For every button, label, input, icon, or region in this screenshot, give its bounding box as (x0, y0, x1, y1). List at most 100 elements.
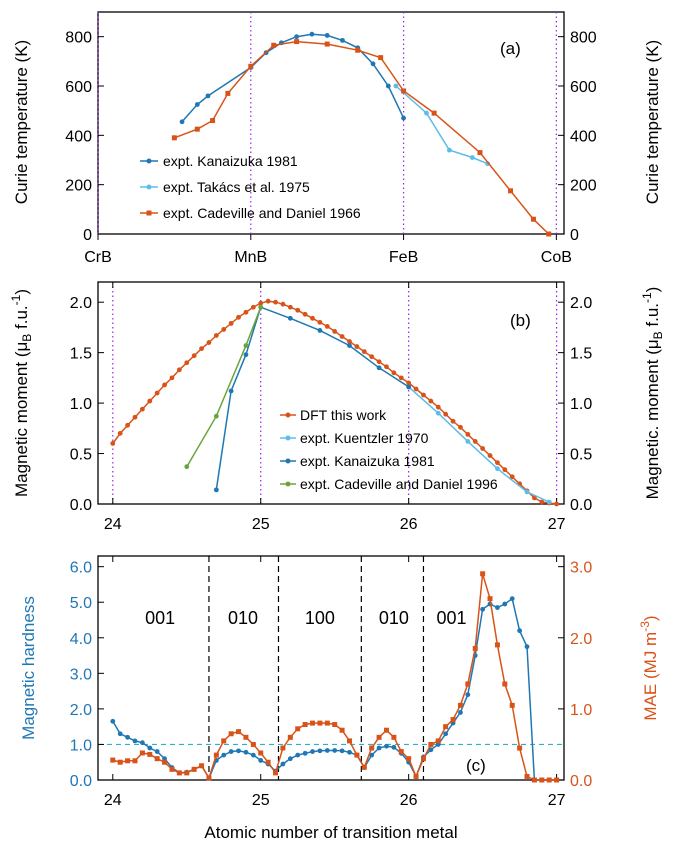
panel-c-series-hardness-point (480, 606, 486, 612)
panel-b-series-dft-point (147, 398, 153, 404)
panel-b-series-dft-point (258, 300, 264, 306)
panel-b-series-dft-point (243, 309, 249, 315)
panel-b-series-kuentzler-point (524, 489, 530, 495)
panel-b-series-dft-point (502, 467, 508, 473)
panel-c-series-mae-point (354, 752, 360, 758)
panel-b-xtick-label: 25 (252, 516, 270, 533)
panel-c-series-hardness-point (524, 644, 530, 650)
panel-c-series-hardness-point (117, 731, 123, 737)
panel-b-series-dft-point (302, 311, 308, 317)
panel-a-compound-label: MnB (234, 249, 267, 266)
panel-c-series-mae-point (369, 745, 375, 751)
panel-b-xtick-label: 27 (548, 516, 566, 533)
legend-b-kuentzler-label: expt. Kuentzler 1970 (300, 430, 429, 446)
panel-c-series-mae-point (191, 766, 197, 772)
panel-b-frame (97, 281, 565, 505)
panel-c-series-hardness-point (236, 748, 241, 754)
panel-c-series-mae-point (221, 738, 227, 744)
panel-a-ylabel-left: Curie temperature (K) (12, 40, 31, 204)
panel-a-frame (97, 11, 565, 235)
panel-a-ytick-label-right: 600 (570, 79, 597, 96)
panel-a-series-kanaizuka-point (194, 102, 200, 107)
panel-b-series-dft-point (465, 431, 471, 437)
panel-a-ytick-label-left: 800 (65, 30, 92, 47)
panel-a-series-cadeville-point (477, 150, 483, 156)
panel-c-series-mae-point (524, 773, 530, 779)
panel-a-series-cadeville-point (294, 39, 300, 45)
panel-c-xtick-label: 26 (400, 792, 418, 809)
panel-c-series-mae-point (132, 758, 138, 764)
panel-c-frame (97, 555, 565, 781)
panel-b-series-dft-point (221, 327, 227, 332)
panel-c-series-mae-point (554, 777, 560, 783)
panel-c-ylabel-right: MAE (MJ m-3) (638, 615, 660, 720)
legend-b: DFT this work expt. Kuentzler 1970 expt.… (280, 407, 498, 492)
panel-a-series-kanaizuka-point (385, 83, 391, 89)
panel-c-xtick-label: 27 (548, 792, 566, 809)
panel-c-series-hardness-point (324, 748, 330, 753)
panel-a-ticks: 0 0 200 200 400 400 600 600 800 800 CrB MnB FeB CoB (65, 30, 597, 266)
panel-b-series-green-point (184, 464, 190, 470)
panel-c-series-hardness-point (376, 745, 382, 751)
panel-b-series-dft-point (354, 344, 360, 349)
panel-c-series-mae-point (236, 729, 242, 735)
panel-b-series-kuentzler-point (495, 466, 500, 472)
panel-b-series-dft-point (324, 324, 330, 329)
panel-c-region-label: 010 (379, 608, 409, 628)
panel-b-label: (b) (510, 311, 531, 330)
panel-c-series-mae-point (376, 734, 382, 740)
panel-c-series-mae-point (472, 645, 478, 651)
panel-b-series-dft-point (421, 392, 426, 398)
panel-c-series-mae-point (539, 777, 545, 783)
panel-c-region-label: 100 (305, 608, 335, 628)
panel-b-series-dft-point (273, 299, 278, 305)
panel-b-series-dft-point (480, 446, 486, 451)
panel-b-series-kanaizuka-point (317, 328, 323, 333)
panel-c-series-mae-point (125, 758, 131, 764)
panel-a-series-takacs-point (424, 110, 429, 116)
panel-c-series-hardness-point (465, 692, 471, 698)
panel-c-ytick-label-left: 2.0 (70, 702, 92, 719)
panel-b-series-kuentzler-point (546, 499, 552, 505)
panel-b-series-dft-point (206, 340, 212, 345)
legend-b-kuentzler-marker (285, 435, 291, 441)
panel-c-series-mae-point (184, 770, 190, 776)
panel-c-region-label: 001 (145, 608, 175, 628)
panel-c-series-hardness-point (391, 744, 397, 750)
panel-b-series-dft-point (176, 367, 182, 373)
panel-c-series-mae-point (502, 681, 508, 687)
panel-b-series-dft-point (184, 360, 190, 366)
panel-b-series-dft-point (406, 380, 412, 386)
panel-c-series-mae-point (199, 763, 205, 769)
panel-a-guides (97, 12, 557, 234)
panel-b-series-kanaizuka-point (243, 352, 249, 358)
panel-a-series-cadeville-point (248, 63, 254, 69)
panel-b-series-dft-point (398, 375, 404, 381)
panel-b-ytick-label-right: 0.0 (570, 497, 592, 514)
panel-a-ytick-label-left: 400 (65, 128, 92, 145)
panel-a-series-takacs-point (469, 155, 475, 160)
panel-b-ytick-label-right: 1.5 (570, 346, 592, 363)
panel-b-series-dft-point (125, 422, 130, 428)
panel-a-series-cadeville-point (508, 188, 514, 194)
panel-c-series-hardness-point (287, 756, 293, 762)
panel-a-series-cadeville-point (210, 118, 216, 124)
panel-b-series-dft-point (139, 406, 145, 412)
panel-b-series-dft-point (213, 333, 219, 338)
panel-c-series-mae-point (280, 745, 286, 751)
panel-a-series-cadeville-point (546, 231, 552, 237)
panel-b-series-dft-point (228, 320, 234, 326)
panel-b-series-dft-point (236, 314, 241, 320)
panel-b-series-dft-point (199, 346, 204, 351)
panel-c-series-hardness-point (147, 745, 153, 751)
legend-b-kanaizuka-marker (285, 458, 291, 464)
panel-a-series-kanaizuka-point (294, 34, 300, 40)
panel-c-series-mae-point (243, 734, 249, 740)
panel-c-series-hardness-point (517, 628, 523, 634)
panel-a-series (171, 31, 552, 237)
panel-b-series-kanaizuka-point (213, 487, 219, 493)
panel-b-series-dft-point (295, 307, 301, 313)
panel-c-ytick-label-left: 0.0 (70, 773, 92, 790)
panel-c-ytick-label-left: 6.0 (70, 560, 92, 577)
